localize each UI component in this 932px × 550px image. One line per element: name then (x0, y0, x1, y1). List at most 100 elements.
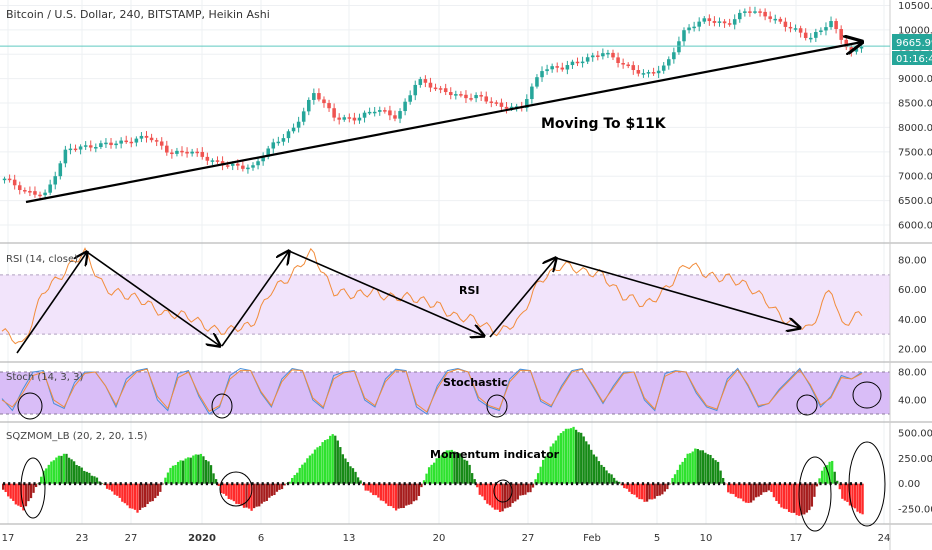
candle-body (306, 99, 311, 112)
momentum-bar (549, 446, 552, 484)
momentum-bar (199, 453, 203, 484)
stoch-circle (852, 381, 882, 409)
momentum-bar (374, 483, 377, 496)
candle-body (271, 142, 276, 149)
momentum-bar (171, 465, 175, 484)
time-axis[interactable]: 17 23 27 2020 6 13 20 27 Feb 5 10 17 24 (2, 533, 891, 544)
squeeze-dot (449, 482, 452, 486)
momentum-bar (113, 483, 116, 495)
momentum-bar (656, 483, 659, 497)
momentum-bar (747, 483, 750, 504)
momentum-bar (663, 483, 666, 492)
momentum-bar (111, 483, 114, 492)
momentum-bar (524, 483, 527, 495)
momentum-bar (460, 456, 464, 484)
momentum-bar (291, 477, 294, 484)
time-tick-label: 13 (343, 533, 356, 544)
momentum-bar (29, 483, 33, 499)
momentum-bar (326, 439, 329, 484)
momentum-bar (711, 458, 715, 484)
momentum-bar (60, 455, 63, 484)
candle-body (104, 142, 108, 145)
squeeze-dot (256, 482, 259, 486)
momentum-bar (734, 483, 737, 497)
stoch-tick-label: 40.00 (898, 396, 927, 407)
momentum-bar (597, 461, 601, 484)
squeeze-dot (246, 482, 249, 486)
squeeze-dot (814, 482, 817, 486)
candle-body (829, 21, 833, 28)
momentum-bar (83, 470, 86, 484)
momentum-pane-title: SQZMOM_LB (20, 2, 20, 1.5) (6, 431, 147, 442)
candle-body (12, 179, 17, 186)
momentum-bar (645, 483, 649, 502)
squeeze-dot (378, 482, 381, 486)
momentum-bar (250, 483, 253, 511)
momentum-bar (146, 483, 149, 505)
squeeze-dot (104, 482, 107, 486)
momentum-bar (534, 479, 537, 484)
candle-body (266, 148, 270, 157)
squeeze-dot (859, 482, 863, 486)
squeeze-dot (373, 482, 376, 486)
candle-body (423, 79, 428, 83)
price-tick-label: 8000.00 (898, 123, 932, 134)
price-axis[interactable]: 10500.0010000.009500.009000.008500.00800… (898, 1, 932, 516)
momentum-bar (252, 483, 256, 509)
momentum-bar (542, 459, 545, 484)
momentum-bar (683, 457, 687, 484)
momentum-bar (719, 470, 722, 484)
squeeze-dot (418, 482, 421, 486)
momentum-bar (686, 453, 689, 484)
momentum-bar (402, 483, 405, 508)
squeeze-dot (342, 482, 345, 486)
squeeze-dot (839, 482, 842, 486)
momentum-bar (742, 483, 745, 502)
squeeze-dot (753, 482, 756, 486)
momentum-bar (159, 483, 162, 492)
candle-body (408, 95, 412, 102)
momentum-bar (151, 483, 154, 502)
momentum-bar (197, 454, 200, 484)
squeeze-dot (570, 482, 574, 486)
momentum-bar (790, 483, 793, 513)
momentum-bar (126, 483, 129, 506)
squeeze-dot (28, 482, 31, 486)
momentum-bar (777, 483, 781, 504)
squeeze-dot (545, 482, 548, 486)
momentum-highlight-circles (20, 441, 886, 532)
candle-body (448, 92, 453, 96)
price-tick-label: 7500.00 (898, 147, 932, 158)
stoch-circle (17, 392, 43, 420)
candle-body (154, 140, 159, 142)
squeeze-dot (292, 482, 295, 486)
candle-body (68, 148, 73, 151)
squeeze-dot (434, 482, 437, 486)
squeeze-dot (530, 482, 533, 486)
momentum-bar (372, 483, 375, 496)
momentum-bar (658, 483, 661, 496)
price-tick-label: 8500.00 (898, 99, 932, 110)
candle-body (251, 165, 255, 168)
squeeze-dot (210, 482, 214, 486)
squeeze-dot (662, 482, 665, 486)
squeeze-dot (393, 482, 396, 486)
candle-body (88, 145, 93, 148)
momentum-bar (430, 464, 433, 484)
momentum-bar (108, 483, 111, 490)
squeeze-dot (124, 482, 127, 486)
squeeze-dot (63, 482, 67, 486)
momentum-bar (133, 483, 137, 510)
candle-body (185, 151, 189, 154)
momentum-bar (316, 447, 319, 484)
momentum-bar (379, 483, 383, 501)
momentum-bar (323, 440, 327, 484)
momentum-bar (62, 453, 66, 484)
candle-body (28, 191, 32, 193)
momentum-bar (70, 459, 73, 484)
candle-body (149, 137, 154, 141)
time-tick-label: 17 (2, 533, 15, 544)
candle-body (144, 135, 149, 138)
momentum-bar (209, 465, 213, 484)
